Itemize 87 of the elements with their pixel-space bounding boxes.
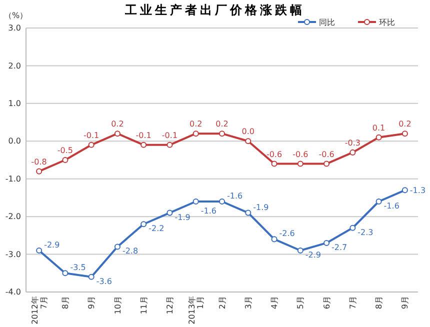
x-tick-label: 2012年7月: [30, 296, 48, 324]
point: [324, 160, 330, 167]
data-label: -0.6: [292, 150, 308, 159]
point: [166, 210, 173, 216]
point: [62, 156, 68, 164]
point: [62, 270, 68, 276]
data-label: -1.6: [227, 191, 243, 200]
point: [36, 168, 42, 174]
x-tick-label: 9月: [400, 296, 410, 310]
x-tick-label: 8月: [61, 296, 70, 310]
data-label: -0.6: [318, 150, 334, 159]
data-label: -2.9: [305, 250, 322, 260]
chart-title: 工业生产者出厂价格涨跌幅: [124, 3, 305, 17]
x-tick-label: 11月: [139, 296, 148, 314]
point: [192, 130, 199, 137]
y-tick-label: 3.0: [8, 24, 21, 33]
x-tick-label: 2月: [218, 296, 227, 310]
data-label: 0.0: [242, 127, 254, 136]
data-label: -1.6: [200, 206, 216, 216]
point: [114, 130, 120, 137]
data-label: -2.8: [122, 246, 138, 256]
point: [245, 210, 252, 216]
data-label: -0.3: [344, 138, 360, 148]
point: [402, 130, 408, 137]
x-tick-label: 8月: [374, 296, 384, 310]
point: [140, 142, 147, 148]
point: [271, 236, 278, 242]
data-label: -0.8: [31, 157, 47, 166]
point: [192, 198, 199, 205]
point: [88, 142, 94, 148]
data-label: -2.3: [358, 228, 374, 237]
y-tick-label: -4.0: [5, 288, 21, 297]
point: [245, 138, 252, 144]
y-tick-label: 0.0: [8, 136, 21, 146]
x-tick-label: 10月: [113, 296, 122, 314]
point: [271, 160, 278, 167]
y-tick-label: 2.0: [8, 61, 21, 70]
point: [218, 198, 226, 205]
point: [88, 274, 94, 280]
point: [114, 244, 120, 250]
x-tick-label: 2013年1月: [187, 296, 206, 324]
data-label: -1.3: [410, 186, 426, 196]
data-label: -1.9: [253, 202, 269, 212]
x-tick-label: 12月: [166, 296, 175, 314]
data-label: -3.5: [70, 263, 86, 272]
data-label: -0.6: [266, 150, 282, 159]
point: [402, 187, 408, 194]
x-tick-label: 9月: [87, 296, 96, 310]
data-label: -2.9: [44, 240, 60, 250]
legend-label: 环比: [379, 18, 395, 27]
data-label: 0.1: [372, 123, 386, 132]
legend-label: 同比: [319, 18, 335, 27]
data-label: 0.2: [111, 120, 124, 129]
x-tick-label: 5月: [296, 296, 306, 310]
point: [376, 134, 382, 140]
data-label: -0.5: [57, 146, 74, 155]
point: [140, 221, 147, 228]
y-tick-label: -2.0: [5, 212, 21, 222]
data-label: 0.2: [398, 120, 412, 129]
point: [36, 247, 42, 254]
data-label: -2.2: [148, 224, 164, 234]
y-tick-label: -3.0: [5, 250, 21, 259]
data-label: -0.1: [136, 130, 152, 140]
y-tick-label: 1.0: [8, 98, 21, 108]
data-label: -0.1: [162, 130, 178, 140]
point: [376, 198, 382, 205]
y-tick-label: -1.0: [5, 174, 21, 184]
data-label: 0.2: [216, 120, 228, 129]
data-label: -0.1: [84, 130, 100, 140]
data-label: -2.6: [279, 229, 295, 238]
point: [218, 130, 226, 137]
point: [297, 160, 304, 167]
data-label: -1.9: [174, 212, 190, 222]
x-tick-label: 7月: [348, 296, 358, 310]
x-tick-label: 4月: [270, 296, 280, 310]
x-tick-label: 6月: [322, 296, 332, 310]
data-label: -3.6: [96, 276, 112, 286]
y-axis-title: （%）: [4, 11, 28, 20]
data-label: 0.2: [190, 120, 202, 129]
point: [350, 149, 356, 156]
point: [297, 247, 304, 254]
point: [166, 142, 173, 148]
point: [324, 240, 330, 246]
data-label: -1.6: [384, 201, 400, 210]
data-label: -2.7: [332, 242, 348, 252]
point: [350, 224, 356, 231]
x-tick-label: 3月: [244, 296, 253, 310]
